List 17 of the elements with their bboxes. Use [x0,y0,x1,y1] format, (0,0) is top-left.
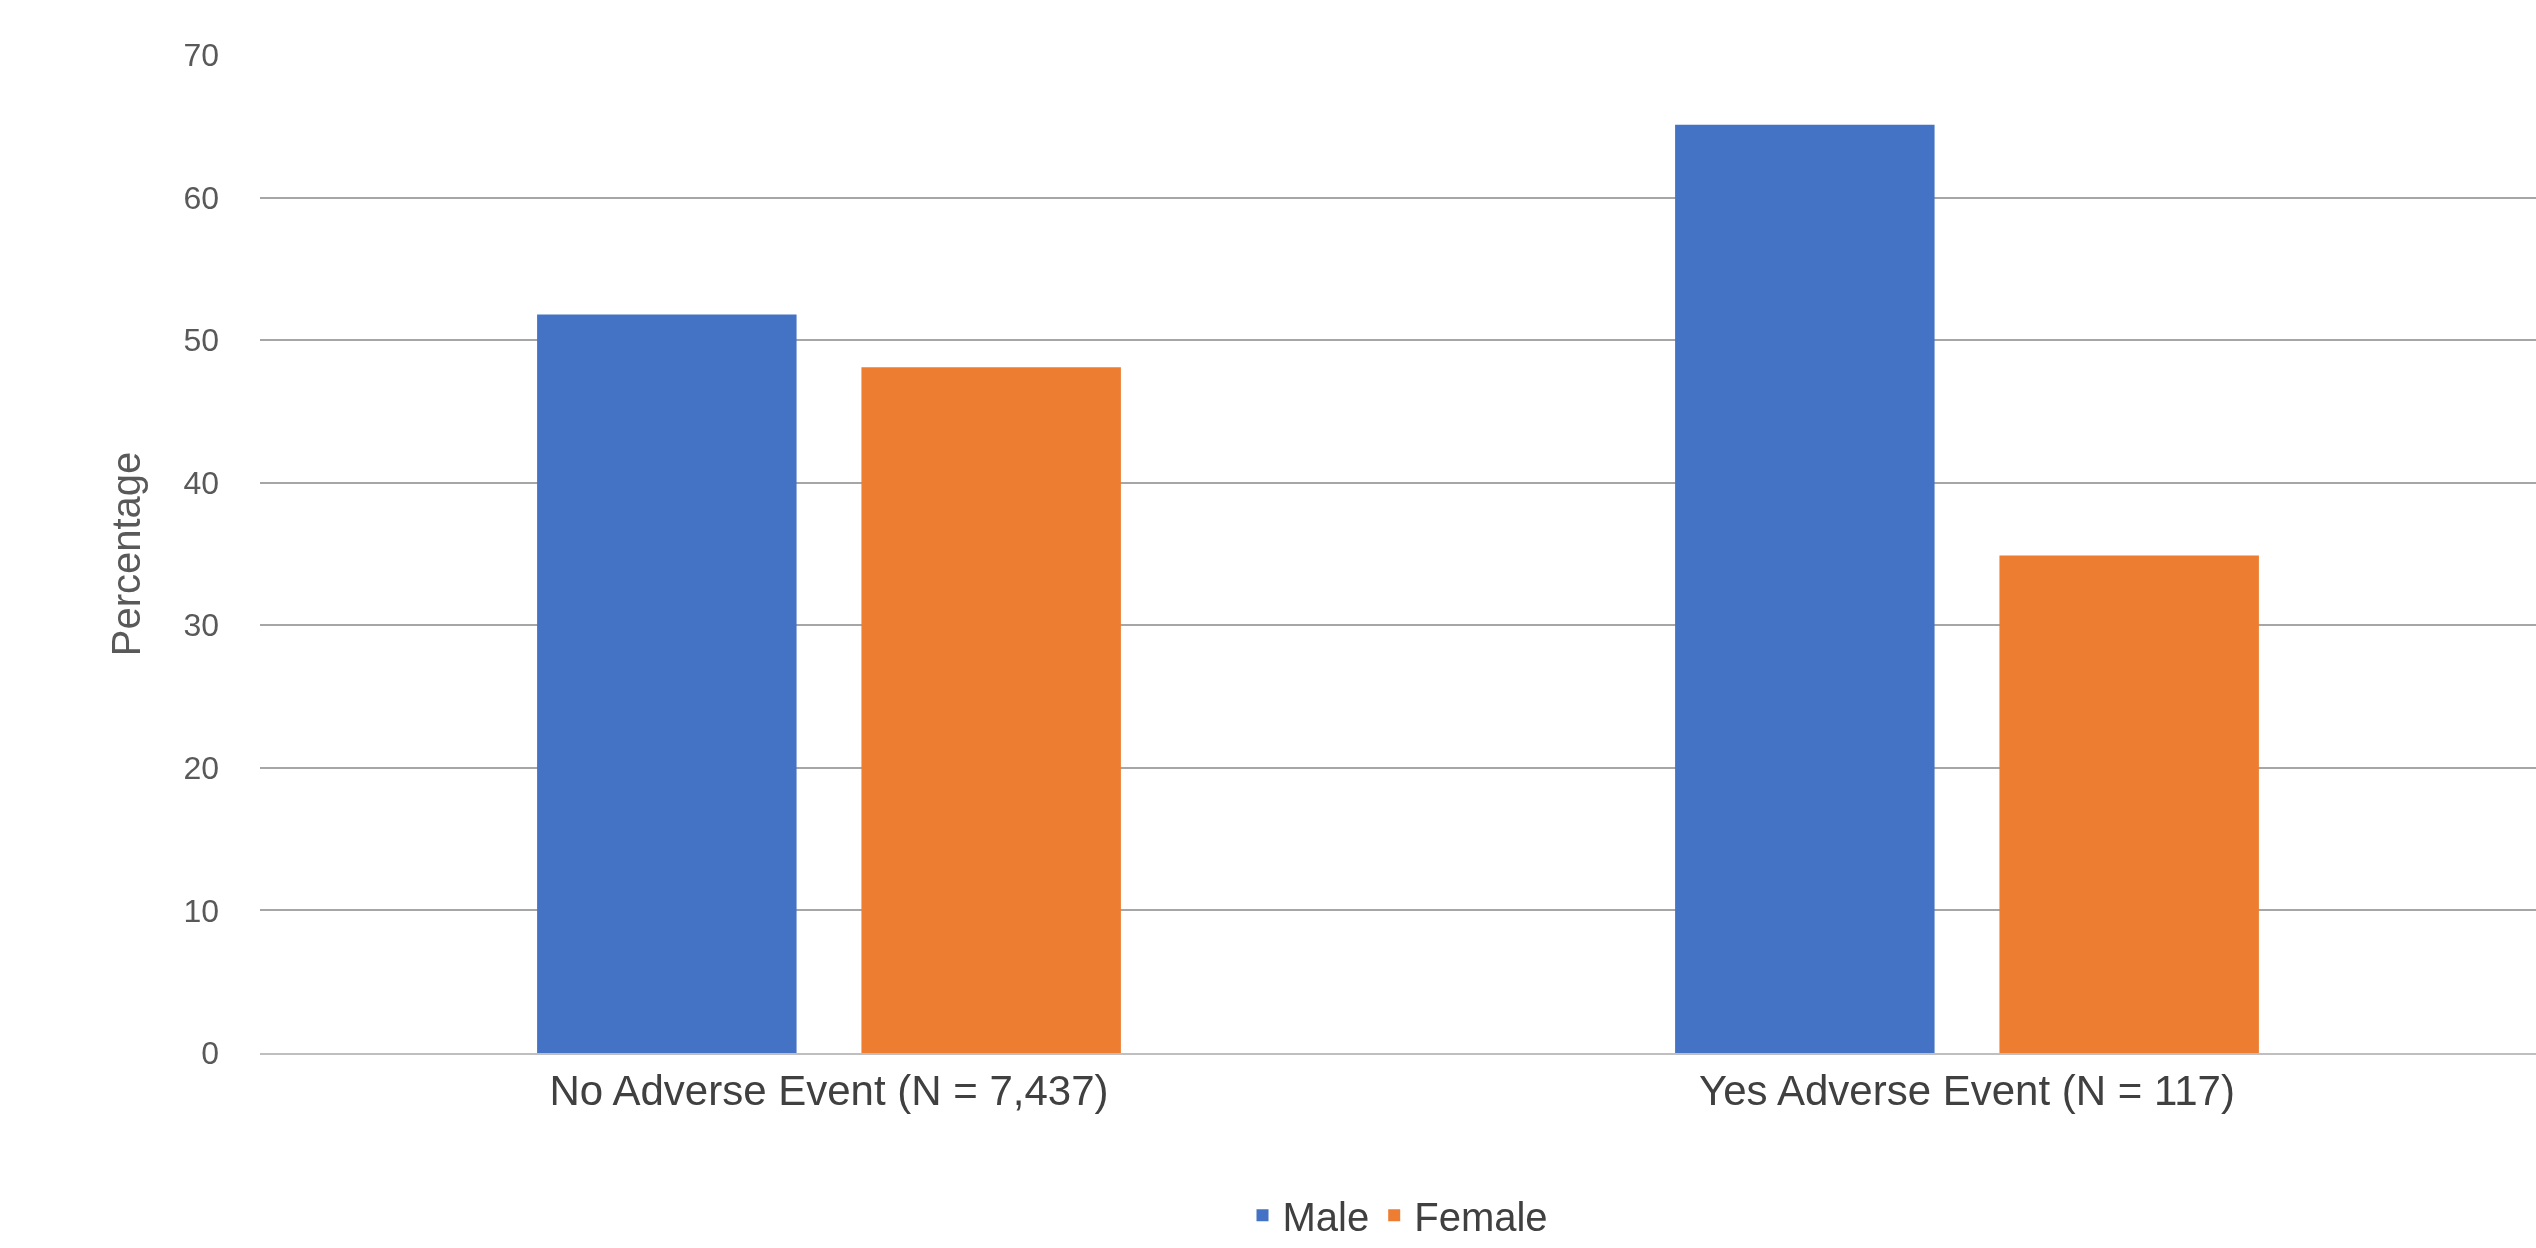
bar [537,314,797,1053]
x-tick-label: No Adverse Event (N = 7,437) [549,1067,1109,1115]
y-tick-label: 0 [201,1035,219,1072]
bar [861,367,1121,1053]
y-tick-label: 10 [183,892,219,929]
y-tick-label: 50 [183,322,219,359]
legend-label: Female [1414,1194,1548,1239]
y-tick-label: 40 [183,464,219,501]
y-tick-label: 30 [183,607,219,644]
y-tick-label: 70 [183,37,219,74]
bar [1999,555,2259,1053]
y-tick-label: 60 [183,179,219,216]
legend-label: Male [1282,1194,1370,1239]
bar [1675,124,1935,1053]
x-tick-label: Yes Adverse Event (N = 117) [1699,1067,2235,1115]
y-tick-label: 20 [183,750,219,787]
y-axis-title: Percentage [103,451,148,657]
